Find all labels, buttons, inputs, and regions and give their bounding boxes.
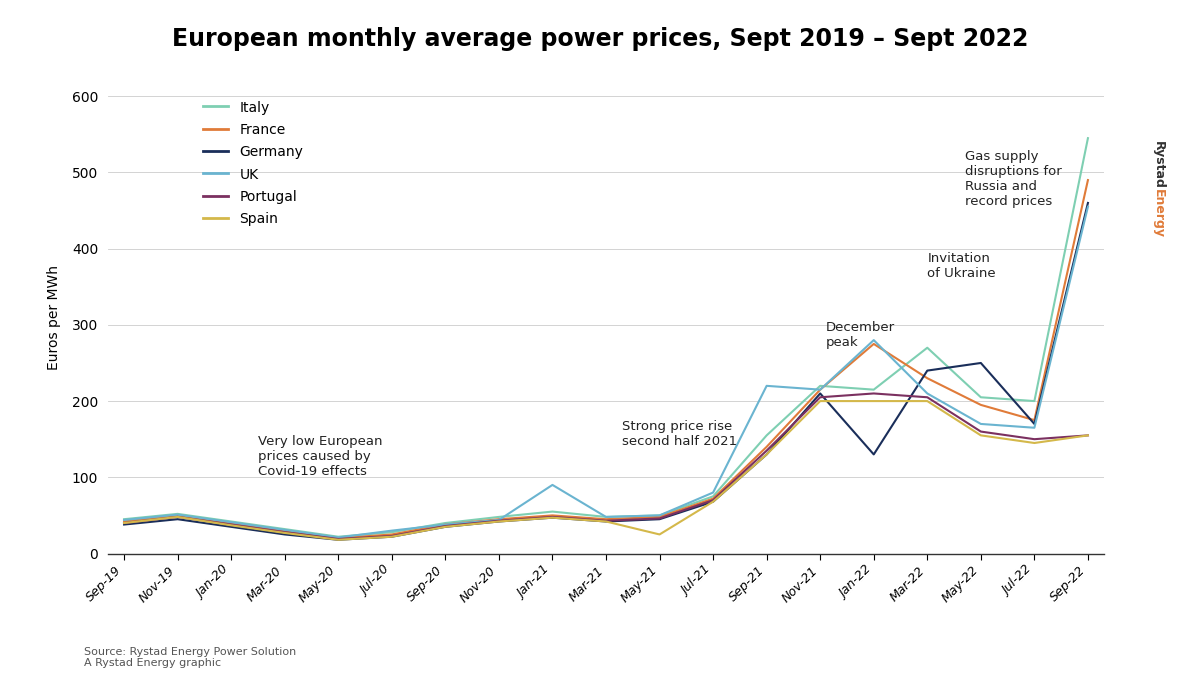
Text: European monthly average power prices, Sept 2019 – Sept 2022: European monthly average power prices, S… xyxy=(172,27,1028,51)
Text: Very low European
prices caused by
Covid-19 effects: Very low European prices caused by Covid… xyxy=(258,435,383,479)
Text: Source: Rystad Energy Power Solution
A Rystad Energy graphic: Source: Rystad Energy Power Solution A R… xyxy=(84,647,296,668)
Text: Invitation
of Ukraine: Invitation of Ukraine xyxy=(928,252,996,281)
Legend: Italy, France, Germany, UK, Portugal, Spain: Italy, France, Germany, UK, Portugal, Sp… xyxy=(198,95,308,232)
Text: December
peak: December peak xyxy=(826,321,895,349)
Text: Strong price rise
second half 2021: Strong price rise second half 2021 xyxy=(622,420,737,448)
Y-axis label: Euros per MWh: Euros per MWh xyxy=(47,265,61,370)
Text: Energy: Energy xyxy=(1152,189,1164,238)
Text: Gas supply
disruptions for
Russia and
record prices: Gas supply disruptions for Russia and re… xyxy=(965,150,1062,208)
Text: Rystad: Rystad xyxy=(1152,141,1164,189)
